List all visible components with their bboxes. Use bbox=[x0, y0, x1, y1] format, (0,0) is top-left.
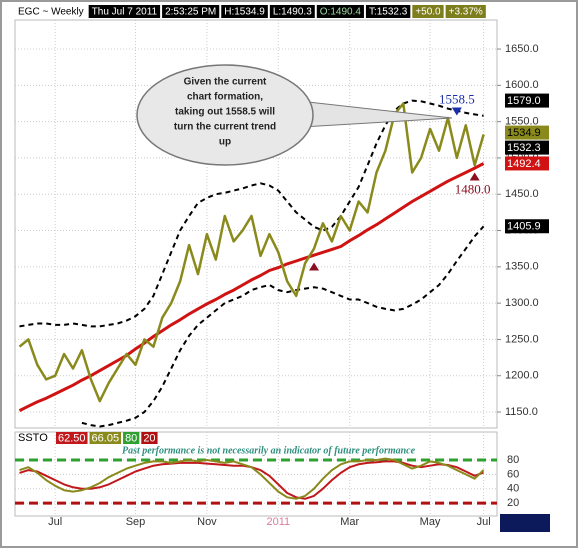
x-tick-label: Mar bbox=[340, 516, 359, 528]
y-tick-label: 1550.0 bbox=[505, 116, 539, 128]
callout-text: Given the current bbox=[184, 77, 267, 88]
legend-box bbox=[56, 432, 88, 444]
y-tick-label: 1650.0 bbox=[505, 43, 539, 55]
y-tick-label: 1250.0 bbox=[505, 333, 539, 345]
header-item: 2:53:25 PM bbox=[165, 7, 216, 18]
ssto-title: SSTO bbox=[18, 432, 48, 444]
header-item: O:1490.4 bbox=[320, 7, 362, 18]
header-box bbox=[365, 5, 411, 18]
callout-text: taking out 1558.5 will bbox=[175, 107, 275, 118]
header-item: L:1490.3 bbox=[273, 7, 312, 18]
callout-text: chart formation, bbox=[187, 92, 263, 103]
series-line bbox=[81, 225, 485, 428]
price-marker bbox=[505, 140, 549, 155]
legend-box bbox=[123, 432, 140, 444]
y-tick-label: 1450.0 bbox=[505, 188, 539, 200]
y-tick-label: 1350.0 bbox=[505, 261, 539, 273]
callout-text: up bbox=[219, 137, 231, 148]
y-tick-label: 1600.0 bbox=[505, 79, 539, 91]
y-tick-label: 1300.0 bbox=[505, 297, 539, 309]
header-box bbox=[88, 5, 161, 18]
header-box bbox=[162, 5, 220, 18]
price-marker-label: 1534.9 bbox=[507, 127, 541, 139]
annotation-marker bbox=[451, 107, 462, 116]
y-tick-label: 1200.0 bbox=[505, 370, 539, 382]
x-tick-label: Jul bbox=[48, 516, 62, 528]
x-tick-label: 2011 bbox=[266, 516, 290, 528]
annotation-marker bbox=[469, 172, 480, 181]
callout-bubble bbox=[136, 64, 314, 166]
header-box bbox=[412, 5, 444, 18]
annotation-label: 1480.0 bbox=[455, 181, 491, 196]
price-marker bbox=[505, 156, 549, 171]
x-tick-label: Sep bbox=[126, 516, 146, 528]
header-item: +3.37% bbox=[449, 7, 483, 18]
header-box bbox=[269, 5, 315, 18]
x-tick-label: May bbox=[420, 516, 441, 528]
corner-box bbox=[500, 514, 550, 532]
y-tick-label: 40 bbox=[507, 483, 519, 495]
series-line bbox=[18, 162, 485, 412]
header-box bbox=[445, 5, 486, 18]
series-line bbox=[18, 102, 485, 403]
price-marker bbox=[505, 93, 549, 108]
disclaimer: Past performance is not necessarily an i… bbox=[122, 445, 416, 456]
callout-text: turn the current trend bbox=[174, 122, 276, 133]
legend-box bbox=[141, 432, 158, 444]
legend-label: 80 bbox=[125, 432, 137, 444]
legend-box bbox=[89, 432, 122, 444]
header-box bbox=[316, 5, 364, 18]
price-marker-label: 1492.4 bbox=[507, 158, 541, 170]
series-line bbox=[19, 99, 484, 328]
y-tick-label: 20 bbox=[507, 497, 519, 509]
header-box bbox=[15, 5, 87, 18]
price-marker bbox=[505, 125, 549, 140]
header-item: Thu Jul 7 2011 bbox=[92, 7, 158, 18]
legend-label: 62.50 bbox=[58, 432, 86, 444]
price-marker bbox=[505, 219, 549, 234]
header-item: H:1534.9 bbox=[224, 7, 265, 18]
y-tick-label: 60 bbox=[507, 468, 519, 480]
price-marker-label: 1405.9 bbox=[507, 221, 541, 233]
y-tick-label: 1150.0 bbox=[505, 406, 538, 418]
header-item: T:1532.3 bbox=[369, 7, 408, 18]
series-line bbox=[19, 457, 485, 500]
legend-label: 66.05 bbox=[92, 432, 120, 444]
header-item: EGC ~ Weekly bbox=[18, 7, 84, 18]
annotation-label: 1558.5 bbox=[439, 91, 475, 106]
header-item: +50.0 bbox=[415, 7, 441, 18]
x-tick-label: Jul bbox=[477, 516, 491, 528]
header-box bbox=[221, 5, 268, 18]
annotation-marker bbox=[309, 262, 320, 271]
price-marker-label: 1532.3 bbox=[507, 142, 541, 154]
x-tick-label: Nov bbox=[197, 516, 217, 528]
price-marker-label: 1579.0 bbox=[507, 95, 541, 107]
y-tick-label: 80 bbox=[507, 454, 519, 466]
legend-label: 20 bbox=[143, 432, 155, 444]
